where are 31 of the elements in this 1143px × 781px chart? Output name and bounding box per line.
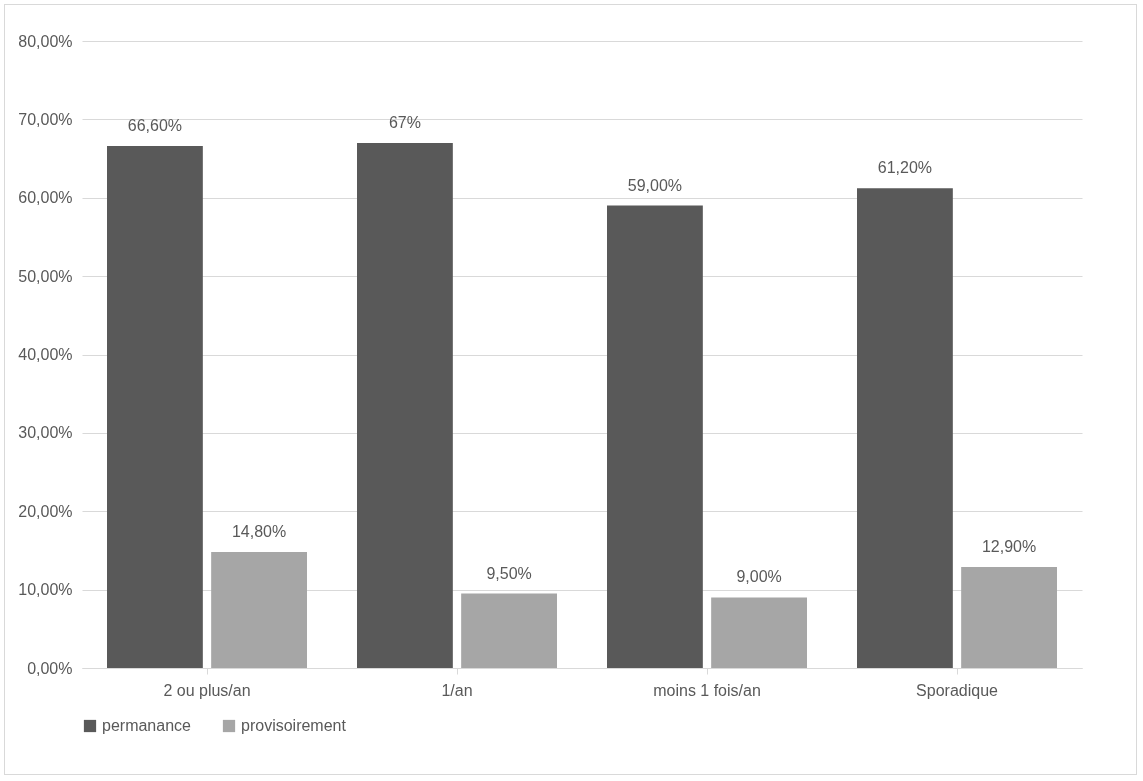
bar bbox=[961, 566, 1057, 668]
y-tick-label: 80,00% bbox=[18, 32, 73, 50]
data-label: 9,00% bbox=[736, 568, 782, 586]
legend-label: provisoirement bbox=[241, 717, 347, 734]
data-label: 67% bbox=[388, 113, 421, 131]
legend-label: permanance bbox=[102, 717, 192, 734]
data-label: 14,80% bbox=[231, 523, 287, 541]
data-label: 12,90% bbox=[981, 537, 1037, 555]
bar bbox=[461, 593, 557, 668]
bar bbox=[711, 597, 807, 668]
y-tick-label: 30,00% bbox=[18, 424, 73, 442]
x-tick-label: Sporadique bbox=[916, 681, 999, 699]
bar bbox=[857, 188, 953, 668]
bar bbox=[357, 142, 453, 668]
data-label: 59,00% bbox=[627, 176, 683, 194]
data-label: 66,60% bbox=[127, 117, 183, 135]
bar bbox=[607, 205, 703, 668]
y-tick-label: 70,00% bbox=[18, 110, 73, 128]
bar bbox=[107, 146, 203, 668]
data-label: 9,50% bbox=[486, 564, 532, 582]
y-tick-label: 10,00% bbox=[18, 581, 73, 599]
bar bbox=[211, 552, 307, 668]
y-tick-label: 60,00% bbox=[18, 189, 73, 207]
x-tick-label: 1/an bbox=[441, 681, 473, 699]
data-label: 61,20% bbox=[877, 159, 933, 177]
y-tick-label: 40,00% bbox=[18, 346, 73, 363]
y-tick-label: 50,00% bbox=[18, 267, 73, 285]
y-tick-label: 20,00% bbox=[18, 502, 73, 520]
y-tick-label: 0,00% bbox=[27, 659, 73, 677]
x-tick-label: 2 ou plus/an bbox=[163, 681, 251, 699]
x-tick-label: moins 1 fois/an bbox=[653, 681, 761, 699]
